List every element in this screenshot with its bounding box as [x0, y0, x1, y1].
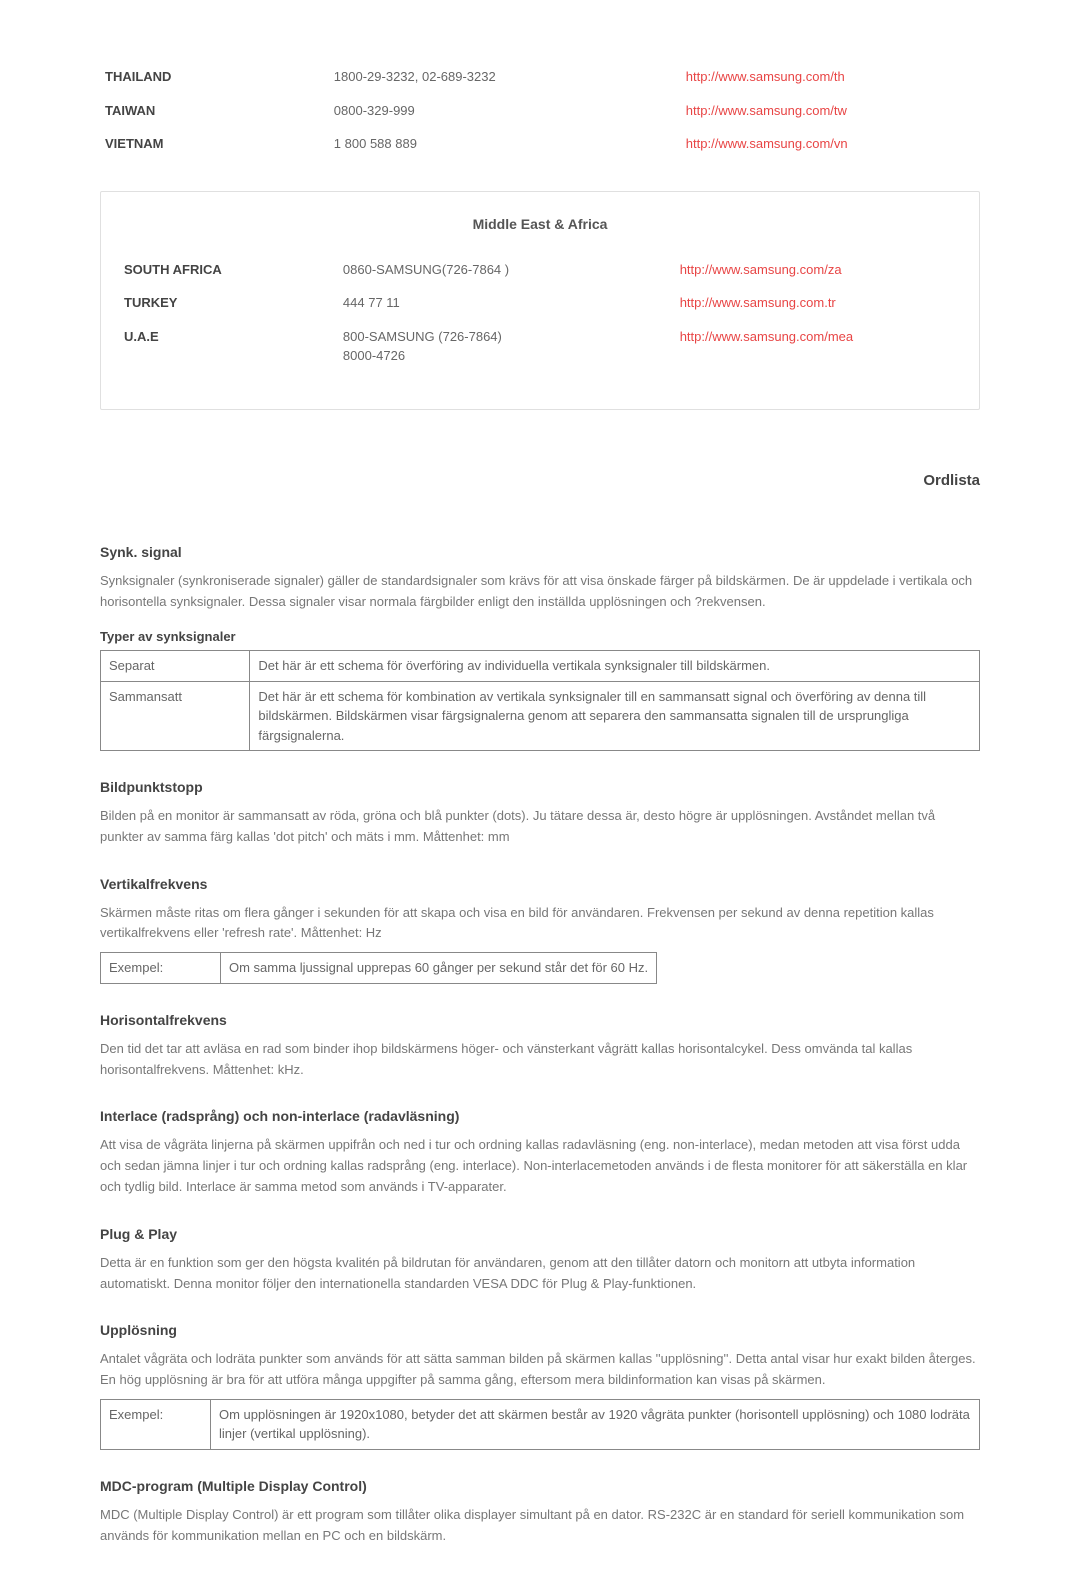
synk-row-desc: Det här är ett schema för kombination av… [250, 681, 980, 751]
synk-row-label: Sammansatt [101, 681, 250, 751]
section-vertikal-body: Skärmen måste ritas om flera gånger i se… [100, 903, 980, 945]
table-row: Exempel: Om upplösningen är 1920x1080, b… [101, 1399, 980, 1449]
section-bildpunkt-body: Bilden på en monitor är sammansatt av rö… [100, 806, 980, 848]
section-synk-body: Synksignaler (synkroniserade signaler) g… [100, 571, 980, 613]
table-row: Exempel: Om samma ljussignal upprepas 60… [101, 953, 657, 984]
url-cell[interactable]: http://www.samsung.com/tw [681, 94, 980, 128]
country-cell: THAILAND [100, 60, 329, 94]
table-row: Sammansatt Det här är ett schema för kom… [101, 681, 980, 751]
country-cell: TURKEY [119, 286, 338, 320]
section-synk-title: Synk. signal [100, 542, 980, 563]
section-interlace-body: Att visa de vågräta linjerna på skärmen … [100, 1135, 980, 1197]
synk-row-desc: Det här är ett schema för överföring av … [250, 651, 980, 682]
synk-row-label: Separat [101, 651, 250, 682]
upplosning-row-desc: Om upplösningen är 1920x1080, betyder de… [211, 1399, 980, 1449]
region-box: Middle East & Africa SOUTH AFRICA 0860-S… [100, 191, 980, 410]
phone-cell: 1800-29-3232, 02-689-3232 [329, 60, 681, 94]
url-cell[interactable]: http://www.samsung.com/za [675, 253, 961, 287]
url-cell[interactable]: http://www.samsung.com.tr [675, 286, 961, 320]
section-mdc-title: MDC-program (Multiple Display Control) [100, 1476, 980, 1497]
section-horisontal-title: Horisontalfrekvens [100, 1010, 980, 1031]
section-horisontal-body: Den tid det tar att avläsa en rad som bi… [100, 1039, 980, 1081]
section-plugplay-title: Plug & Play [100, 1224, 980, 1245]
country-cell: U.A.E [119, 320, 338, 373]
region-table: SOUTH AFRICA 0860-SAMSUNG(726-7864 ) htt… [119, 253, 961, 373]
section-bildpunkt-title: Bildpunktstopp [100, 777, 980, 798]
phone-cell: 800-SAMSUNG (726-7864) 8000-4726 [338, 320, 675, 373]
region-title: Middle East & Africa [119, 214, 961, 235]
section-vertikal-title: Vertikalfrekvens [100, 874, 980, 895]
page-title: Ordlista [100, 470, 980, 493]
synk-table: Separat Det här är ett schema för överfö… [100, 650, 980, 751]
upplosning-row-label: Exempel: [101, 1399, 211, 1449]
upplosning-table: Exempel: Om upplösningen är 1920x1080, b… [100, 1399, 980, 1450]
url-cell[interactable]: http://www.samsung.com/th [681, 60, 980, 94]
section-plugplay-body: Detta är en funktion som ger den högsta … [100, 1253, 980, 1295]
section-mdc-body: MDC (Multiple Display Control) är ett pr… [100, 1505, 980, 1547]
country-cell: VIETNAM [100, 127, 329, 161]
contacts-top-table: THAILAND 1800-29-3232, 02-689-3232 http:… [100, 60, 980, 161]
phone-cell: 0860-SAMSUNG(726-7864 ) [338, 253, 675, 287]
contact-row: SOUTH AFRICA 0860-SAMSUNG(726-7864 ) htt… [119, 253, 961, 287]
vertikal-row-label: Exempel: [101, 953, 221, 984]
contact-row: TURKEY 444 77 11 http://www.samsung.com.… [119, 286, 961, 320]
section-upplosning-title: Upplösning [100, 1320, 980, 1341]
country-cell: SOUTH AFRICA [119, 253, 338, 287]
contact-row: VIETNAM 1 800 588 889 http://www.samsung… [100, 127, 980, 161]
section-interlace-title: Interlace (radsprång) och non-interlace … [100, 1106, 980, 1127]
vertikal-row-desc: Om samma ljussignal upprepas 60 gånger p… [221, 953, 657, 984]
contact-row: TAIWAN 0800-329-999 http://www.samsung.c… [100, 94, 980, 128]
contact-row: U.A.E 800-SAMSUNG (726-7864) 8000-4726 h… [119, 320, 961, 373]
synk-table-title: Typer av synksignaler [100, 627, 980, 647]
contact-row: THAILAND 1800-29-3232, 02-689-3232 http:… [100, 60, 980, 94]
url-cell[interactable]: http://www.samsung.com/mea [675, 320, 961, 373]
country-cell: TAIWAN [100, 94, 329, 128]
phone-cell: 0800-329-999 [329, 94, 681, 128]
url-cell[interactable]: http://www.samsung.com/vn [681, 127, 980, 161]
section-upplosning-body: Antalet vågräta och lodräta punkter som … [100, 1349, 980, 1391]
phone-cell: 444 77 11 [338, 286, 675, 320]
phone-cell: 1 800 588 889 [329, 127, 681, 161]
vertikal-table: Exempel: Om samma ljussignal upprepas 60… [100, 952, 657, 984]
table-row: Separat Det här är ett schema för överfö… [101, 651, 980, 682]
